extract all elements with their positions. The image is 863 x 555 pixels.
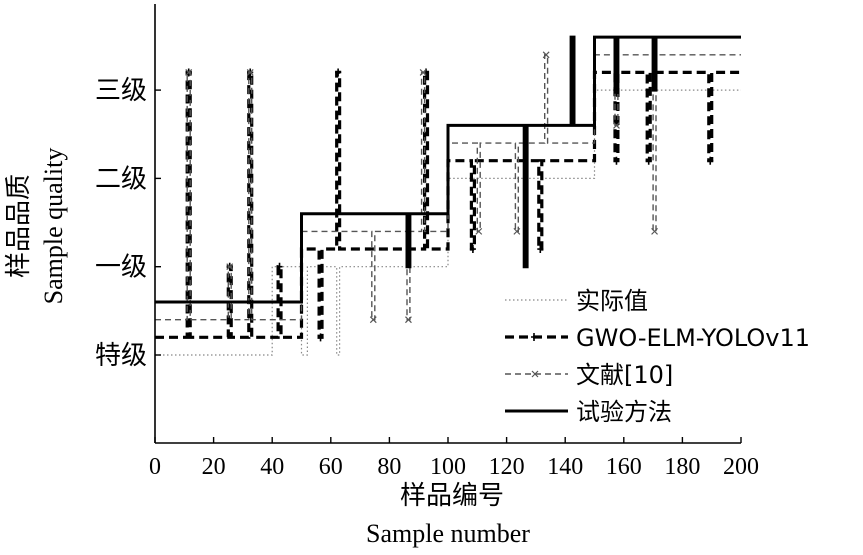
legend: 实际值 GWO-ELM-YOLOv11 文献[10] 试验方法 <box>505 287 810 426</box>
legend-label-2: GWO-ELM-YOLOv11 <box>576 324 810 352</box>
series-marker <box>651 227 658 235</box>
series-line-3 <box>155 54 741 321</box>
series-marker <box>405 316 412 324</box>
series-marker <box>185 69 193 76</box>
plot-area <box>155 35 741 356</box>
x-tick-label: 80 <box>377 454 401 480</box>
series-marker <box>335 68 342 77</box>
legend-marker <box>531 333 537 341</box>
y-tick-label: 特级 <box>95 341 147 371</box>
series-marker <box>707 156 714 165</box>
series-marker <box>542 51 550 59</box>
x-tick-label: 160 <box>606 454 642 480</box>
legend-label-1: 实际值 <box>576 287 648 315</box>
x-tick-label: 180 <box>664 454 700 480</box>
x-axis-label-en: Sample number <box>366 519 530 548</box>
series-marker <box>226 263 234 271</box>
y-axis-label-cn: 样品品质 <box>4 174 34 278</box>
series-marker <box>475 227 483 235</box>
series-marker <box>537 245 544 254</box>
series-line-4 <box>155 35 741 304</box>
series-marker <box>276 262 283 271</box>
series-marker <box>613 156 620 165</box>
series-line-1 <box>155 89 741 356</box>
x-tick-label: 40 <box>260 454 284 480</box>
y-tick-label: 一级 <box>95 253 147 283</box>
x-tick-label: 60 <box>319 454 343 480</box>
series-marker <box>613 121 620 129</box>
series-marker <box>419 69 427 76</box>
y-tick-label: 二级 <box>95 164 147 194</box>
x-tick-label: 0 <box>149 454 161 480</box>
x-tick-label: 100 <box>430 454 466 480</box>
series-marker <box>645 156 652 165</box>
series-marker <box>513 227 521 235</box>
x-axis-label-cn: 样品编号 <box>400 481 504 511</box>
x-tick-label: 200 <box>723 454 759 480</box>
legend-marker <box>531 370 539 378</box>
series-marker <box>246 69 254 76</box>
y-axis-label-en: Sample quality <box>39 148 68 305</box>
series-marker <box>469 245 476 254</box>
x-tick-label: 140 <box>547 454 583 480</box>
x-tick-group: 0 20 40 60 80 100 120 140 160 180 200 <box>149 437 759 480</box>
series-marker <box>369 316 377 324</box>
x-tick-label: 120 <box>489 454 525 480</box>
legend-label-3: 文献[10] <box>576 361 673 389</box>
y-tick-label: 三级 <box>95 76 147 106</box>
legend-label-4: 试验方法 <box>576 398 672 426</box>
series-marker <box>317 333 324 342</box>
x-tick-label: 20 <box>202 454 226 480</box>
